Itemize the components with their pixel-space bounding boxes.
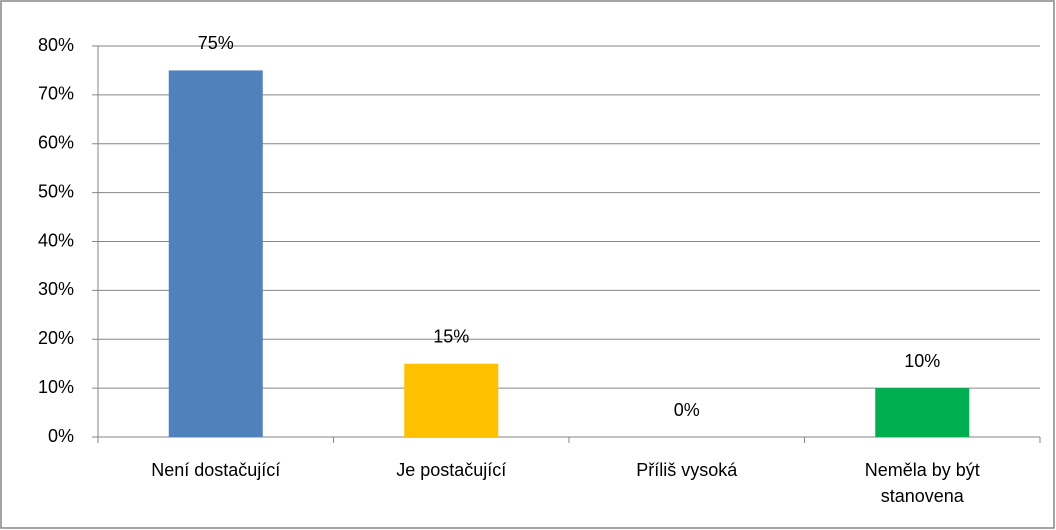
- x-tick-label: Příliš vysoká: [636, 460, 738, 480]
- y-tick-label: 30%: [38, 279, 74, 299]
- y-tick-label: 80%: [38, 35, 74, 55]
- data-label: 15%: [433, 326, 469, 346]
- y-tick-label: 50%: [38, 181, 74, 201]
- data-label: 75%: [198, 33, 234, 53]
- bar: [404, 363, 499, 437]
- data-label: 0%: [674, 400, 700, 420]
- bar: [168, 70, 263, 437]
- data-label: 10%: [904, 351, 940, 371]
- y-tick-label: 20%: [38, 328, 74, 348]
- y-tick-label: 40%: [38, 230, 74, 250]
- y-tick-label: 70%: [38, 84, 74, 104]
- x-tick-label: Neměla by být stanovena: [864, 460, 980, 506]
- y-tick-label: 0%: [48, 426, 74, 446]
- x-tick-label: Není dostačující: [151, 460, 281, 480]
- bar: [875, 388, 970, 437]
- x-tick-label: Je postačující: [396, 460, 507, 480]
- y-tick-label: 10%: [38, 377, 74, 397]
- y-tick-label: 60%: [38, 133, 74, 153]
